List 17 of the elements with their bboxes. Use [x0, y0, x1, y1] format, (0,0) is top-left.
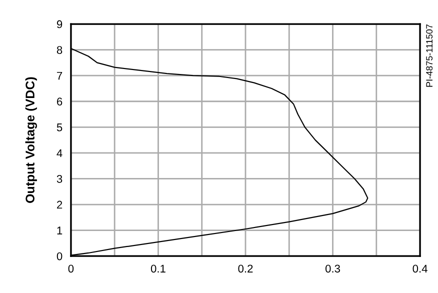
x-tick-label: 0.2: [238, 264, 253, 273]
y-tick-label: 4: [56, 149, 62, 157]
x-tick-label: 0.1: [150, 264, 166, 273]
x-tick-label: 0.3: [325, 264, 340, 273]
y-tick-label: 5: [56, 124, 62, 132]
y-tick-label: 9: [56, 20, 62, 28]
y-tick-label: 3: [56, 174, 62, 183]
text: PI-4875-111507: [426, 24, 433, 87]
x-tick-label: 0: [68, 264, 74, 273]
y-tick-label: 7: [57, 72, 62, 80]
y-axis-title: Output Voltage (VDC): [25, 77, 37, 203]
x-tick-label: 0.4: [412, 264, 428, 273]
y-tick-label: 6: [57, 98, 62, 106]
y-tick-label: 0: [56, 252, 62, 260]
y-tick-label: 2: [57, 200, 62, 209]
y-tick-label: 1: [57, 226, 62, 234]
y-tick-label: 8: [56, 46, 62, 54]
